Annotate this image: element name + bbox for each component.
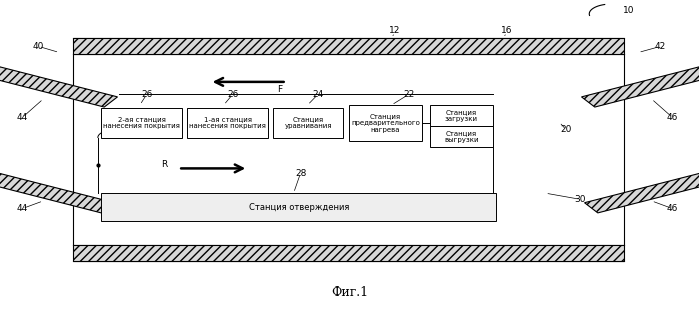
Text: 1-ая станция
нанесения покрытия: 1-ая станция нанесения покрытия [189,116,266,129]
Text: 26: 26 [141,90,152,99]
Text: 26: 26 [227,90,238,99]
Text: 44: 44 [17,204,28,213]
Polygon shape [0,173,115,213]
Text: Фиг.1: Фиг.1 [331,286,368,298]
Text: 28: 28 [295,168,306,178]
Text: 12: 12 [389,26,401,36]
Text: Станция
загрузки: Станция загрузки [445,109,478,122]
Bar [273,108,343,138]
Text: 30: 30 [575,195,586,204]
Bar [349,105,422,141]
Bar [73,38,624,54]
Polygon shape [582,66,699,107]
Bar [187,108,268,138]
Text: 44: 44 [17,113,28,122]
Text: 20: 20 [561,125,572,134]
Text: Станция
предварительного
нагрева: Станция предварительного нагрева [351,113,420,133]
Text: 10: 10 [624,6,635,15]
Text: Станция
уравнивания: Станция уравнивания [284,116,332,129]
Text: Станция
выгрузки: Станция выгрузки [444,130,479,143]
Text: 24: 24 [312,90,324,99]
Text: R: R [161,160,167,169]
Text: 42: 42 [655,42,666,51]
Text: 2-ая станция
нанесения покрытия: 2-ая станция нанесения покрытия [103,116,180,129]
Bar [101,193,496,221]
Text: F: F [277,85,282,94]
Text: 46: 46 [667,204,678,213]
Bar [73,245,624,261]
Text: Станция отверждения: Станция отверждения [249,202,349,212]
Bar [101,108,182,138]
Text: 46: 46 [667,113,678,122]
Polygon shape [584,173,699,213]
Text: 22: 22 [403,90,415,99]
Polygon shape [0,66,117,107]
Bar [430,126,493,147]
Text: 40: 40 [33,42,44,51]
Bar [430,105,493,126]
Text: 16: 16 [501,26,512,36]
